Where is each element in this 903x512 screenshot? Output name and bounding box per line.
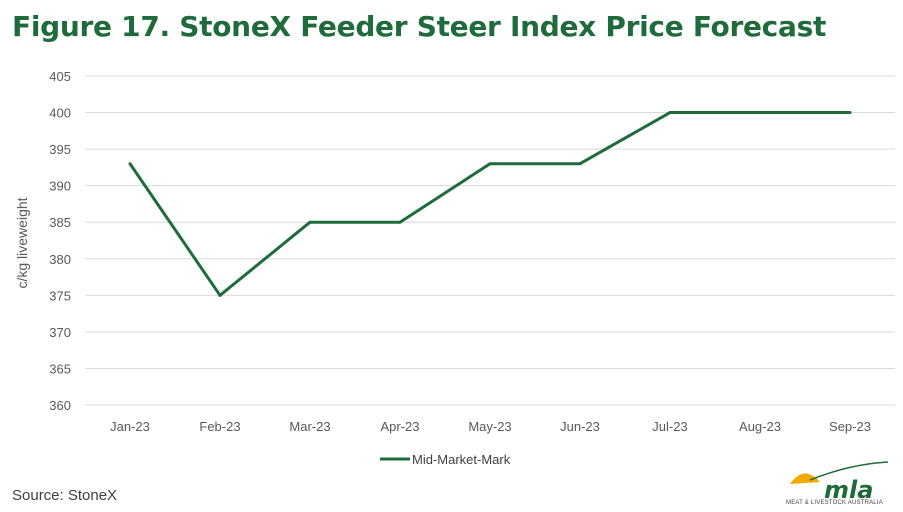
x-tick-label: Jul-23 xyxy=(652,419,687,434)
data-point xyxy=(488,162,492,166)
gridlines xyxy=(85,75,895,406)
series-line xyxy=(128,111,850,297)
y-tick-label: 390 xyxy=(49,179,71,194)
logo-text: mla xyxy=(824,476,873,502)
logo-sun-icon xyxy=(790,473,820,484)
mla-logo: mla xyxy=(790,461,889,502)
y-tick-label: 375 xyxy=(49,288,71,303)
data-point xyxy=(668,111,672,115)
series-lines xyxy=(128,111,852,297)
data-point xyxy=(758,111,762,115)
x-tick-label: Mar-23 xyxy=(289,419,330,434)
y-tick-labels: 360 365 370 375 380 385 390 395 400 405 xyxy=(49,69,71,413)
data-point xyxy=(218,293,222,297)
x-tick-label: Aug-23 xyxy=(739,419,781,434)
legend: Mid-Market-Mark xyxy=(380,452,511,467)
data-point xyxy=(398,220,402,224)
logo-swoosh-icon xyxy=(809,461,889,481)
x-tick-label: Sep-23 xyxy=(829,419,871,434)
y-tick-label: 360 xyxy=(49,398,71,413)
y-axis-label: c/kg liveweight xyxy=(14,197,30,288)
x-tick-label: Apr-23 xyxy=(380,419,419,434)
chart-title: Figure 17. StoneX Feeder Steer Index Pri… xyxy=(12,10,827,43)
y-tick-label: 370 xyxy=(49,325,71,340)
y-tick-label: 365 xyxy=(49,361,71,376)
logo-subtext: MEAT & LIVESTOCK AUSTRALIA xyxy=(786,500,883,506)
x-tick-label: Feb-23 xyxy=(199,419,240,434)
y-tick-label: 400 xyxy=(49,106,71,121)
source-note: Source: StoneX xyxy=(12,487,118,504)
data-point xyxy=(848,111,852,115)
data-point xyxy=(308,220,312,224)
y-tick-label: 385 xyxy=(49,215,71,230)
y-tick-label: 380 xyxy=(49,252,71,267)
x-tick-label: May-23 xyxy=(468,419,511,434)
data-point xyxy=(128,162,132,166)
legend-label: Mid-Market-Mark xyxy=(412,452,511,467)
x-tick-labels: Jan-23 Feb-23 Mar-23 Apr-23 May-23 Jun-23 Jul-… xyxy=(110,419,871,434)
y-tick-label: 405 xyxy=(49,69,71,84)
x-tick-label: Jan-23 xyxy=(110,419,150,434)
x-tick-label: Jun-23 xyxy=(560,419,600,434)
y-tick-label: 395 xyxy=(49,142,71,157)
data-point xyxy=(578,162,582,166)
